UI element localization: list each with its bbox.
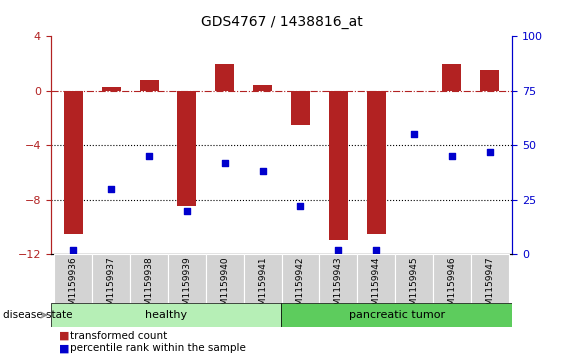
Bar: [177, 91, 196, 207]
Text: pancreatic tumor: pancreatic tumor: [349, 310, 445, 320]
Text: GSM1159941: GSM1159941: [258, 257, 267, 317]
Point: [182, 208, 191, 213]
Text: GDS4767 / 1438816_at: GDS4767 / 1438816_at: [200, 15, 363, 29]
Bar: [367, 91, 386, 234]
Bar: [102, 87, 120, 91]
FancyBboxPatch shape: [282, 303, 512, 327]
FancyBboxPatch shape: [433, 254, 471, 303]
FancyBboxPatch shape: [55, 254, 92, 303]
Point: [69, 247, 78, 253]
Point: [334, 247, 343, 253]
Point: [258, 168, 267, 174]
Bar: [329, 91, 348, 240]
Bar: [480, 70, 499, 91]
FancyBboxPatch shape: [319, 254, 357, 303]
Text: healthy: healthy: [145, 310, 187, 320]
Text: transformed count: transformed count: [70, 331, 168, 341]
Point: [485, 149, 494, 155]
Bar: [253, 85, 272, 91]
FancyBboxPatch shape: [130, 254, 168, 303]
Point: [220, 160, 229, 166]
FancyBboxPatch shape: [51, 303, 282, 327]
Text: ■: ■: [59, 331, 70, 341]
FancyBboxPatch shape: [395, 254, 433, 303]
Text: GSM1159940: GSM1159940: [220, 257, 229, 317]
Text: percentile rank within the sample: percentile rank within the sample: [70, 343, 246, 354]
Bar: [215, 64, 234, 91]
FancyBboxPatch shape: [471, 254, 508, 303]
Point: [409, 131, 418, 137]
FancyBboxPatch shape: [282, 254, 319, 303]
Text: GSM1159945: GSM1159945: [409, 257, 418, 317]
FancyBboxPatch shape: [206, 254, 244, 303]
Point: [447, 153, 456, 159]
Bar: [140, 80, 159, 91]
Text: GSM1159942: GSM1159942: [296, 257, 305, 317]
Point: [296, 203, 305, 209]
Point: [107, 186, 116, 192]
FancyBboxPatch shape: [357, 254, 395, 303]
Bar: [443, 64, 461, 91]
FancyBboxPatch shape: [244, 254, 282, 303]
Text: ■: ■: [59, 343, 70, 354]
FancyBboxPatch shape: [92, 254, 130, 303]
Text: GSM1159936: GSM1159936: [69, 257, 78, 317]
Text: GSM1159943: GSM1159943: [334, 257, 343, 317]
Text: GSM1159946: GSM1159946: [447, 257, 456, 317]
FancyBboxPatch shape: [168, 254, 206, 303]
Bar: [64, 91, 83, 234]
Text: GSM1159939: GSM1159939: [182, 257, 191, 317]
Text: GSM1159947: GSM1159947: [485, 257, 494, 317]
Text: GSM1159938: GSM1159938: [145, 257, 154, 317]
Text: GSM1159944: GSM1159944: [372, 257, 381, 317]
Text: GSM1159937: GSM1159937: [107, 257, 116, 317]
Point: [372, 247, 381, 253]
Bar: [291, 91, 310, 125]
Text: disease state: disease state: [3, 310, 72, 320]
Point: [145, 153, 154, 159]
